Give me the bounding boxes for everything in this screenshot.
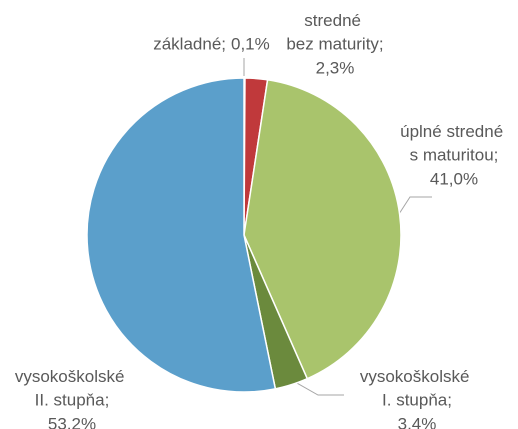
- data-label-value: 2,3%: [316, 58, 355, 77]
- data-label-category: úplné stredné s maturitou;: [400, 122, 508, 165]
- data-label-value: 41,0%: [430, 169, 478, 188]
- leader-line: [398, 196, 432, 215]
- data-label-value: 53,2%: [48, 414, 96, 429]
- data-label-category: vysokoškolské I. stupňa;: [360, 367, 474, 410]
- data-label-value: 3,4%: [398, 414, 437, 429]
- data-label-value: 0,1%: [231, 34, 270, 53]
- pie-slice: [243, 78, 402, 380]
- data-label-category: vysokoškolské II. stupňa;: [15, 367, 129, 410]
- data-label-category: základné;: [153, 34, 226, 53]
- pie-slice: [86, 77, 277, 393]
- leader-line: [287, 377, 344, 396]
- data-label-category: stredné bez maturity;: [286, 11, 383, 54]
